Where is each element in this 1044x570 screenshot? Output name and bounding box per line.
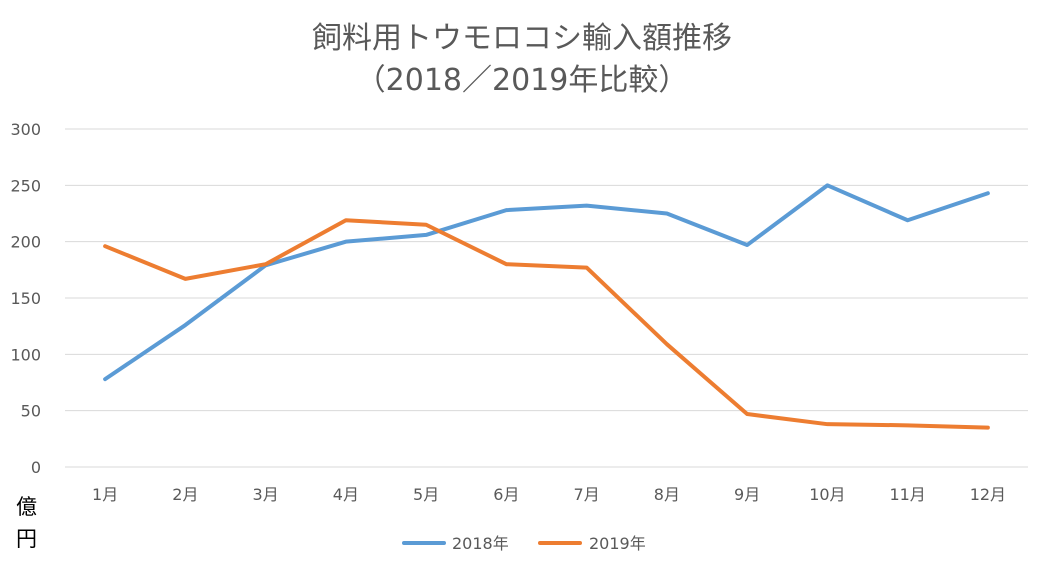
data-point bbox=[504, 262, 508, 266]
y-unit-label-part2: 円 bbox=[16, 527, 37, 551]
x-tick-label: 3月 bbox=[253, 485, 279, 504]
data-point bbox=[103, 244, 107, 248]
series-line-2019年 bbox=[103, 218, 990, 430]
x-tick-label: 12月 bbox=[970, 485, 1006, 504]
y-tick-label: 150 bbox=[10, 289, 41, 308]
data-point bbox=[906, 423, 910, 427]
data-point bbox=[183, 277, 187, 281]
x-tick-label: 1月 bbox=[92, 485, 118, 504]
data-point bbox=[264, 262, 268, 266]
x-tick-label: 11月 bbox=[889, 485, 925, 504]
x-tick-label: 9月 bbox=[734, 485, 760, 504]
y-tick-label: 200 bbox=[10, 233, 41, 252]
legend-label: 2018年 bbox=[452, 534, 509, 553]
data-point bbox=[745, 412, 749, 416]
x-tick-label: 4月 bbox=[333, 485, 359, 504]
data-point bbox=[344, 218, 348, 222]
x-tick-label: 6月 bbox=[493, 485, 519, 504]
data-point bbox=[665, 342, 669, 346]
data-point bbox=[183, 323, 187, 327]
x-tick-label: 5月 bbox=[413, 485, 439, 504]
data-point bbox=[504, 208, 508, 212]
data-point bbox=[745, 243, 749, 247]
data-point bbox=[103, 377, 107, 381]
data-point bbox=[424, 223, 428, 227]
legend-label: 2019年 bbox=[589, 534, 646, 553]
data-point bbox=[424, 233, 428, 237]
chart-title-line2: （2018／2019年比較） bbox=[355, 63, 689, 98]
data-point bbox=[585, 266, 589, 270]
y-tick-label: 100 bbox=[10, 345, 41, 364]
data-point bbox=[986, 191, 990, 195]
y-tick-label: 50 bbox=[21, 402, 41, 421]
data-point bbox=[906, 218, 910, 222]
data-point bbox=[665, 212, 669, 216]
y-tick-label: 300 bbox=[10, 120, 41, 139]
x-tick-label: 8月 bbox=[654, 485, 680, 504]
chart-title-line1: 飼料用トウモロコシ輸入額推移 bbox=[312, 21, 732, 56]
y-unit-label-part1: 億 bbox=[16, 495, 37, 519]
x-tick-label: 2月 bbox=[172, 485, 198, 504]
series-line-2018年 bbox=[103, 183, 990, 382]
y-tick-label: 0 bbox=[31, 458, 41, 477]
data-point bbox=[825, 183, 829, 187]
data-point bbox=[344, 240, 348, 244]
x-tick-label: 7月 bbox=[574, 485, 600, 504]
y-tick-label: 250 bbox=[10, 176, 41, 195]
x-tick-label: 10月 bbox=[809, 485, 845, 504]
data-point bbox=[825, 422, 829, 426]
data-point bbox=[986, 426, 990, 430]
data-point bbox=[585, 204, 589, 208]
